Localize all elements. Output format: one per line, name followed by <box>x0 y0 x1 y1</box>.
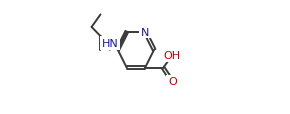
Text: HN: HN <box>102 39 119 48</box>
Text: OH: OH <box>164 51 181 61</box>
Text: N: N <box>141 27 149 37</box>
Text: O: O <box>168 77 177 87</box>
